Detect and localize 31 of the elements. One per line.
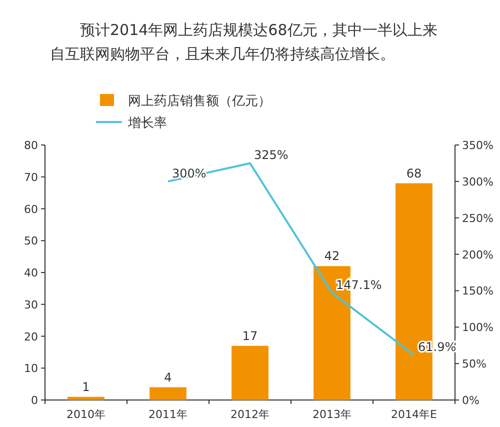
data-label: 1 <box>82 380 90 394</box>
data-label: 325% <box>254 148 288 162</box>
data-label: 17 <box>242 328 258 343</box>
y-tick-label: 0 <box>31 394 38 407</box>
y2-tick-label: 50% <box>462 358 486 371</box>
x-tick-label: 2011年 <box>148 408 188 421</box>
y-tick-label: 60 <box>24 202 38 216</box>
y2-tick-label: 150% <box>462 284 494 298</box>
x-tick-label: 2012年 <box>230 408 270 421</box>
data-label: 4 <box>164 370 172 384</box>
x-tick-label: 2014年E <box>391 408 438 421</box>
y-tick-label: 80 <box>24 139 38 152</box>
legend-label: 增长率 <box>127 115 167 131</box>
y-tick-label: 20 <box>24 330 38 344</box>
y2-tick-label: 0% <box>462 394 480 407</box>
y2-tick-label: 300% <box>462 175 494 188</box>
data-label: 68 <box>406 166 422 180</box>
x-tick-label: 2013年 <box>312 408 352 421</box>
y-tick-label: 10 <box>24 362 38 376</box>
legend-label: 网上药店销售额（亿元） <box>128 93 271 109</box>
y-tick-label: 40 <box>24 266 38 280</box>
title: 预计2014年网上药店规模达68亿元，其中一半以上来自互联网购物平台，且未来几年仍将持续高位增长。 <box>50 20 438 65</box>
y2-tick-label: 250% <box>462 212 494 225</box>
y-tick-label: 70 <box>24 170 38 184</box>
x-tick-label: 2010年 <box>66 408 106 421</box>
y2-tick-label: 200% <box>462 248 494 262</box>
y-tick-label: 30 <box>24 298 38 312</box>
y2-tick-label: 100% <box>462 321 494 334</box>
data-label: 42 <box>324 249 340 264</box>
y2-tick-label: 350% <box>462 139 494 152</box>
y-tick-label: 50 <box>24 234 38 248</box>
